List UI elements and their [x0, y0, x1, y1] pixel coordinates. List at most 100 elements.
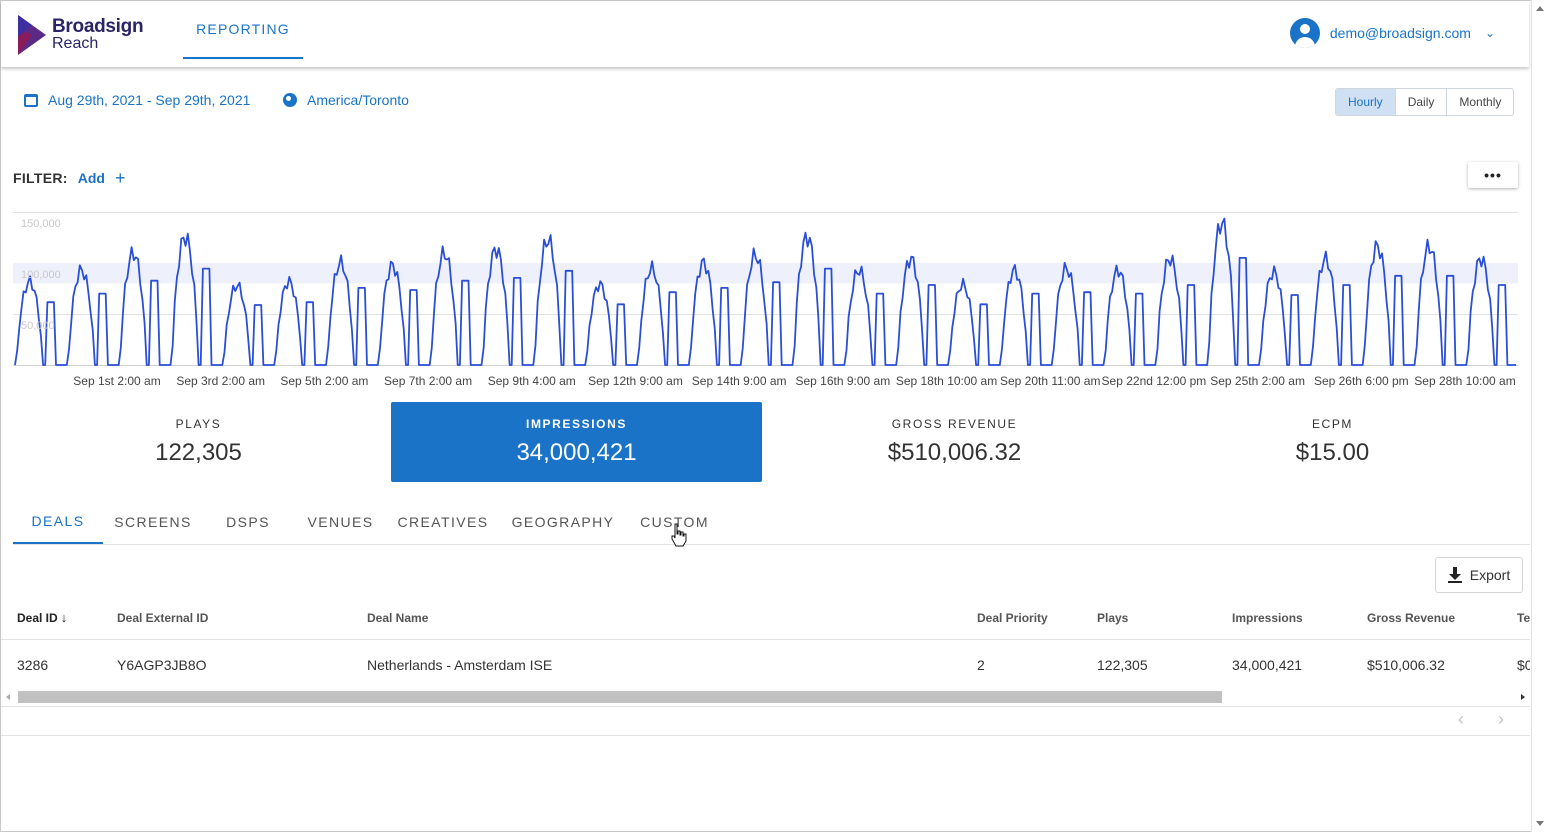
- more-options-button[interactable]: •••: [1468, 162, 1518, 188]
- column-header-label: Deal ID: [17, 610, 58, 625]
- app-header: Broadsign Reach REPORTING demo@broadsign…: [1, 1, 1529, 67]
- nav-tab-reporting[interactable]: REPORTING: [183, 1, 303, 59]
- x-tick-label: Sep 25th 2:00 am: [1210, 374, 1305, 388]
- impressions-chart: 150,000 100,000 50,000 Sep 1st 2:00 am Sep 3…: [13, 212, 1518, 392]
- granularity-hourly-button[interactable]: Hourly: [1336, 89, 1395, 115]
- sort-descending-icon: ↓: [60, 610, 68, 625]
- breakdown-tabs: DEALS SCREENS DSPS VENUES CREATIVES GEOG…: [13, 500, 1530, 545]
- logo-line1: Broadsign: [52, 16, 144, 37]
- next-page-icon[interactable]: ›: [1498, 709, 1504, 729]
- metric-value: $15.00: [1295, 439, 1370, 466]
- filter-label: FILTER:: [13, 170, 68, 186]
- scroll-down-icon[interactable]: [1536, 821, 1544, 826]
- column-header-impressions[interactable]: Impressions: [1232, 610, 1303, 625]
- logo-line2: Reach: [52, 35, 99, 52]
- x-tick-label: Sep 20th 11:00 am: [1000, 374, 1101, 388]
- metric-label: PLAYS: [175, 417, 222, 431]
- metric-value: 34,000,421: [516, 439, 637, 466]
- chart-svg: 150,000 100,000 50,000 Sep 1st 2:00 am Sep 3…: [13, 212, 1518, 388]
- granularity-monthly-button[interactable]: Monthly: [1446, 89, 1513, 115]
- user-email: demo@broadsign.com: [1329, 25, 1471, 41]
- x-tick-label: Sep 9th 4:00 am: [488, 374, 576, 388]
- column-header-truncated[interactable]: Te: [1517, 610, 1530, 625]
- previous-page-icon[interactable]: ‹: [1458, 709, 1464, 729]
- chevron-down-icon: ⌄: [1484, 26, 1495, 40]
- cell-gross-revenue: $510,006.32: [1367, 657, 1445, 673]
- column-header-deal-name[interactable]: Deal Name: [367, 610, 429, 625]
- x-tick-label: Sep 7th 2:00 am: [384, 374, 472, 388]
- x-tick-label: Sep 16th 9:00 am: [795, 374, 890, 388]
- metric-gross-revenue[interactable]: GROSS REVENUE $510,006.32: [769, 402, 1140, 482]
- deals-table: Deal ID ↓ Deal External ID Deal Name Dea…: [1, 596, 1530, 691]
- y-tick-label: 150,000: [21, 218, 61, 230]
- table-pagination: ‹ ›: [1, 706, 1530, 736]
- y-tick-label: 100,000: [21, 269, 61, 281]
- add-filter-plus-icon[interactable]: +: [114, 168, 126, 188]
- horizontal-scrollbar[interactable]: [1, 689, 1530, 705]
- x-tick-label: Sep 5th 2:00 am: [280, 374, 368, 388]
- column-header-gross-revenue[interactable]: Gross Revenue: [1367, 610, 1456, 625]
- scroll-right-icon[interactable]: [1521, 694, 1525, 700]
- tab-deals[interactable]: DEALS: [13, 500, 103, 544]
- table-row[interactable]: 3286 Y6AGP3JB8O Netherlands - Amsterdam …: [1, 641, 1530, 689]
- area-band: [13, 263, 1518, 284]
- tab-screens[interactable]: SCREENS: [114, 514, 192, 530]
- calendar-icon: [24, 93, 38, 107]
- tab-custom[interactable]: CUSTOM: [640, 514, 709, 530]
- cell-deal-external-id: Y6AGP3JB8O: [117, 657, 207, 673]
- scroll-left-icon[interactable]: [6, 694, 10, 700]
- metric-label: ECPM: [1311, 417, 1354, 431]
- vertical-scrollbar[interactable]: [1531, 0, 1548, 832]
- filter-bar: FILTER: Add +: [13, 168, 126, 188]
- broadsign-reach-logo[interactable]: Broadsign Reach: [18, 15, 144, 55]
- cell-deal-id: 3286: [17, 657, 49, 673]
- logo-mark-icon: [18, 15, 46, 55]
- column-header-deal-priority[interactable]: Deal Priority: [977, 610, 1048, 625]
- x-tick-label: Sep 22nd 12:00 pm: [1102, 374, 1207, 388]
- account-circle-icon: [1289, 18, 1320, 48]
- cell-deal-name: Netherlands - Amsterdam ISE: [367, 657, 553, 673]
- metric-value: 122,305: [155, 439, 242, 466]
- table-header: Deal ID ↓ Deal External ID Deal Name Dea…: [1, 596, 1530, 640]
- tab-dsps[interactable]: DSPS: [226, 514, 270, 530]
- add-filter-link[interactable]: Add: [77, 170, 105, 186]
- download-icon: [1447, 567, 1462, 583]
- column-header-deal-external-id[interactable]: Deal External ID: [117, 610, 209, 625]
- timezone-picker[interactable]: America/Toronto: [283, 92, 409, 108]
- x-tick-label: Sep 28th 10:00 am: [1414, 374, 1515, 388]
- date-range-picker[interactable]: Aug 29th, 2021 - Sep 29th, 2021: [24, 92, 250, 108]
- export-button[interactable]: Export: [1435, 557, 1523, 593]
- user-menu[interactable]: demo@broadsign.com ⌄: [1289, 18, 1495, 48]
- x-tick-label: Sep 18th 10:00 am: [896, 374, 997, 388]
- logo-text: Broadsign Reach: [52, 16, 144, 52]
- x-tick-label: Sep 12th 9:00 am: [588, 374, 683, 388]
- cell-truncated: $0: [1517, 657, 1530, 673]
- metric-label: GROSS REVENUE: [891, 417, 1018, 431]
- metric-value: $510,006.32: [887, 439, 1022, 466]
- tab-creatives[interactable]: CREATIVES: [397, 514, 489, 530]
- granularity-toggle: Hourly Daily Monthly: [1335, 88, 1515, 116]
- timezone-label: America/Toronto: [307, 92, 409, 108]
- column-header-plays[interactable]: Plays: [1097, 610, 1129, 625]
- export-label: Export: [1469, 567, 1511, 583]
- tab-venues[interactable]: VENUES: [307, 514, 374, 530]
- scroll-up-icon[interactable]: [1536, 6, 1544, 11]
- scrollbar-thumb[interactable]: [18, 691, 1222, 703]
- tab-geography[interactable]: GEOGRAPHY: [511, 514, 615, 530]
- series-line: [14, 217, 1516, 366]
- column-header-deal-id[interactable]: Deal ID ↓: [17, 596, 67, 639]
- x-tick-label: Sep 14th 9:00 am: [692, 374, 787, 388]
- x-tick-label: Sep 26th 6:00 pm: [1314, 374, 1409, 388]
- metric-plays[interactable]: PLAYS 122,305: [13, 402, 384, 482]
- hand-cursor-icon: [671, 523, 687, 547]
- y-tick-label: 50,000: [21, 320, 55, 332]
- metric-label: IMPRESSIONS: [526, 417, 627, 431]
- x-tick-label: Sep 3rd 2:00 am: [176, 374, 265, 388]
- cell-deal-priority: 2: [977, 657, 985, 673]
- x-tick-label: Sep 1st 2:00 am: [73, 374, 160, 388]
- granularity-daily-button[interactable]: Daily: [1394, 89, 1447, 115]
- metric-ecpm[interactable]: ECPM $15.00: [1147, 402, 1518, 482]
- date-range-label: Aug 29th, 2021 - Sep 29th, 2021: [48, 92, 251, 108]
- globe-icon: [283, 93, 297, 107]
- metric-impressions[interactable]: IMPRESSIONS 34,000,421: [391, 402, 762, 482]
